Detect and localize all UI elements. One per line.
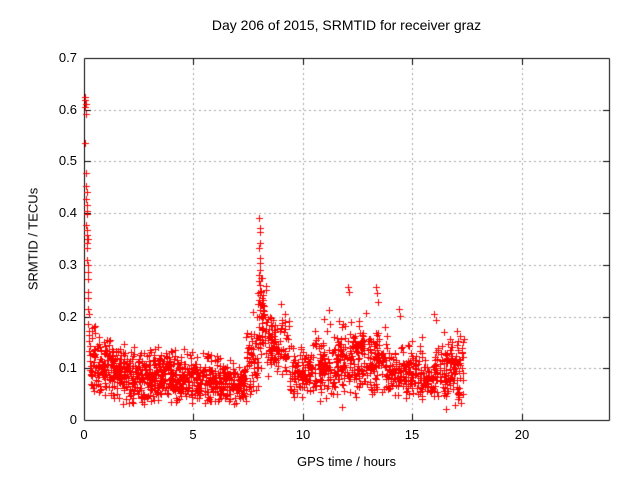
x-axis-label: GPS time / hours [297, 454, 396, 469]
chart-title: Day 206 of 2015, SRMTID for receiver gra… [211, 17, 482, 33]
y-axis-label: SRMTID / TECUs [25, 187, 41, 291]
